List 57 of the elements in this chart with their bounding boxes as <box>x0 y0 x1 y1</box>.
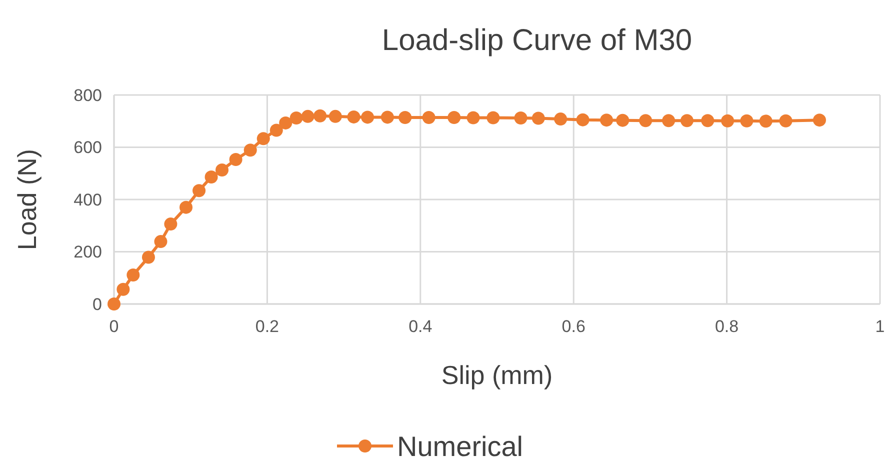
point <box>328 110 342 123</box>
point <box>204 170 218 184</box>
point <box>639 114 652 128</box>
point <box>347 110 360 124</box>
point <box>600 114 614 127</box>
point <box>422 110 436 124</box>
point <box>244 144 257 157</box>
point <box>662 114 676 128</box>
point <box>759 114 772 128</box>
y-tick-label: 200 <box>74 242 102 262</box>
point <box>142 250 155 264</box>
x-tick-label: 1 <box>875 317 885 336</box>
point <box>486 111 500 124</box>
point <box>290 111 303 124</box>
point <box>576 113 590 126</box>
point <box>721 114 734 128</box>
point <box>116 282 130 296</box>
point <box>448 110 461 124</box>
point <box>514 111 528 124</box>
legend-label: Numerical <box>397 431 524 462</box>
point <box>256 132 270 146</box>
point <box>616 114 630 127</box>
y-axis-title: Load (N) <box>12 148 42 250</box>
point <box>361 110 374 124</box>
x-tick-label: 0.2 <box>255 317 280 336</box>
x-tick-label: 0.6 <box>562 317 586 336</box>
y-tick-label: 800 <box>74 86 102 105</box>
point <box>554 112 568 126</box>
x-tick-label: 0 <box>109 317 119 336</box>
y-tick-label: 400 <box>74 190 102 210</box>
point <box>779 114 792 128</box>
x-tick-label: 0.8 <box>714 317 739 336</box>
point <box>314 109 327 122</box>
point <box>680 114 694 128</box>
point <box>301 110 314 123</box>
point <box>812 114 826 127</box>
point <box>701 114 714 128</box>
y-tick-label: 600 <box>74 138 102 158</box>
point <box>532 112 545 125</box>
point <box>164 218 178 231</box>
point <box>154 235 168 248</box>
point <box>192 184 206 198</box>
y-tick-label: 0 <box>92 294 102 314</box>
x-tick-label: 0.4 <box>408 317 432 336</box>
x-axis-title: Slip (mm) <box>441 360 553 390</box>
point <box>108 298 120 310</box>
point <box>380 110 394 124</box>
point <box>180 200 193 214</box>
point <box>398 110 412 124</box>
point <box>270 124 283 137</box>
point <box>216 163 229 176</box>
point <box>740 114 754 128</box>
point <box>466 111 480 124</box>
point <box>126 268 140 282</box>
point <box>279 116 292 130</box>
point <box>229 153 242 166</box>
chart-title: Load-slip Curve of M30 <box>382 24 692 57</box>
